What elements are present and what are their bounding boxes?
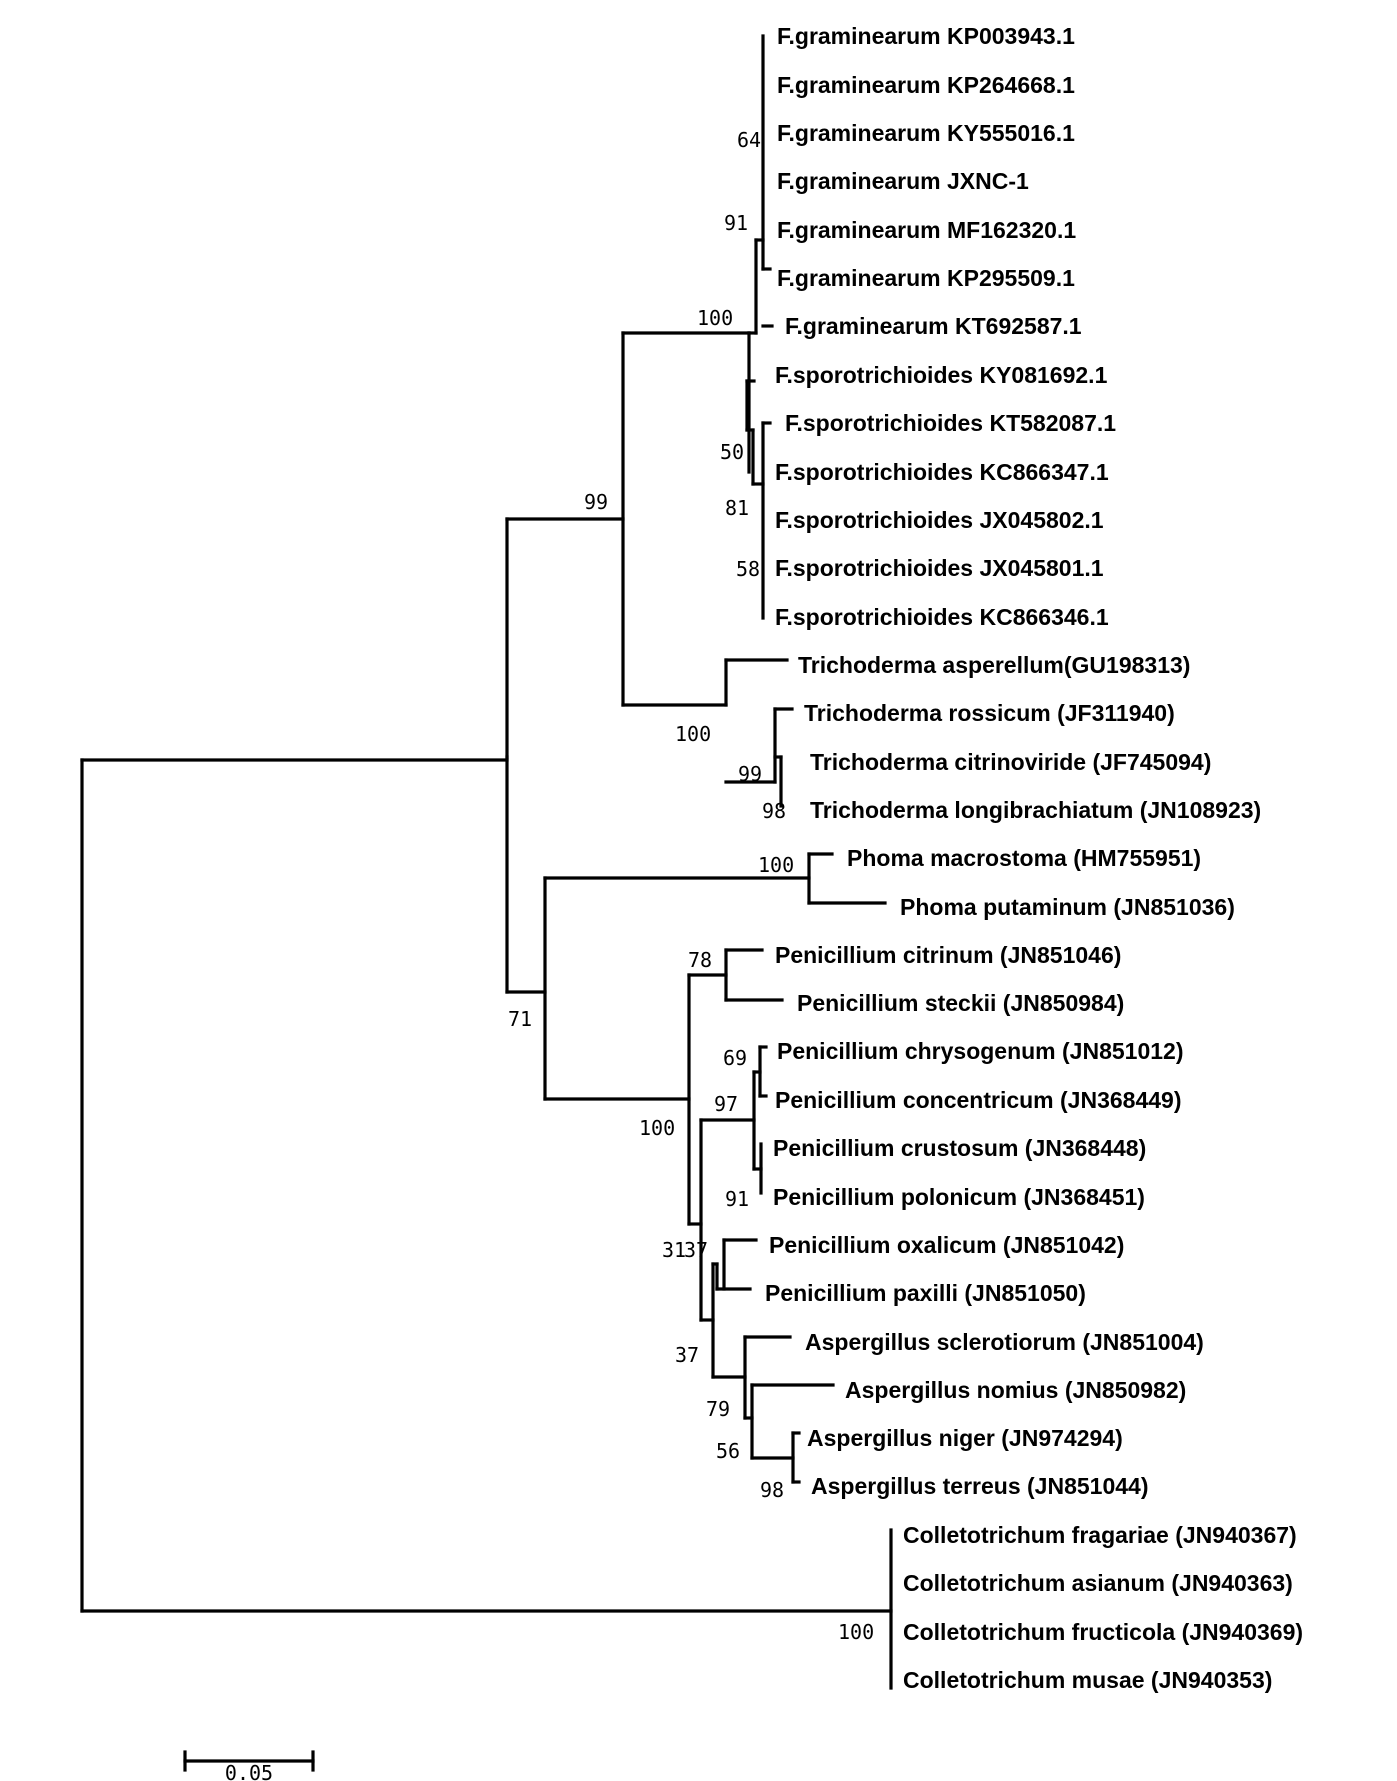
leaf-label: Penicillium citrinum (JN851046)	[775, 942, 1121, 968]
bootstrap-value: 71	[508, 1007, 532, 1031]
bootstrap-value: 91	[725, 1187, 749, 1211]
leaf-label: F.sporotrichioides KC866347.1	[775, 459, 1109, 485]
leaf-label: Penicillium steckii (JN850984)	[797, 990, 1124, 1016]
leaf-label: F.graminearum KP003943.1	[777, 23, 1075, 49]
leaf-label: F.graminearum KP295509.1	[777, 265, 1075, 291]
leaf-label: Penicillium concentricum (JN368449)	[775, 1087, 1182, 1113]
leaf-labels: F.graminearum KP003943.1 F.graminearum K…	[765, 23, 1303, 1693]
leaf-label: Phoma putaminum (JN851036)	[900, 894, 1235, 920]
leaf-label: Colletotrichum asianum (JN940363)	[903, 1570, 1293, 1596]
leaf-label: Colletotrichum fructicola (JN940369)	[903, 1619, 1303, 1645]
bootstrap-value: 91	[724, 211, 748, 235]
leaf-label: Trichoderma longibrachiatum (JN108923)	[810, 797, 1261, 823]
leaf-label: Trichoderma rossicum (JF311940)	[804, 700, 1175, 726]
scale-bar-label: 0.05	[225, 1761, 273, 1781]
bootstrap-values: 64 91 100 50 81 58 99 100 99 98 100 78 6…	[508, 128, 874, 1644]
leaf-label: F.sporotrichioides KC866346.1	[775, 604, 1109, 630]
leaf-label: Colletotrichum musae (JN940353)	[903, 1667, 1272, 1693]
bootstrap-value: 98	[762, 799, 786, 823]
leaf-label: Trichoderma asperellum(GU198313)	[798, 652, 1190, 678]
leaf-label: Penicillium crustosum (JN368448)	[773, 1135, 1146, 1161]
leaf-label: Penicillium chrysogenum (JN851012)	[777, 1038, 1184, 1064]
leaf-label: Penicillium paxilli (JN851050)	[765, 1280, 1086, 1306]
bootstrap-value: 37	[684, 1238, 708, 1262]
leaf-label: Colletotrichum fragariae (JN940367)	[903, 1522, 1297, 1548]
scale-bar: 0.05	[183, 1750, 315, 1781]
leaf-label: F.graminearum KY555016.1	[777, 120, 1075, 146]
bootstrap-value: 81	[725, 496, 749, 520]
bootstrap-value: 79	[706, 1397, 730, 1421]
bootstrap-value: 31	[662, 1238, 686, 1262]
bootstrap-value: 97	[714, 1092, 738, 1116]
bootstrap-value: 56	[716, 1439, 740, 1463]
bootstrap-value: 98	[760, 1478, 784, 1502]
bootstrap-value: 99	[738, 762, 762, 786]
leaf-label: Aspergillus niger (JN974294)	[807, 1425, 1123, 1451]
leaf-label: Phoma macrostoma (HM755951)	[847, 845, 1201, 871]
leaf-label: Trichoderma citrinoviride (JF745094)	[810, 749, 1211, 775]
leaf-label: F.sporotrichioides JX045801.1	[775, 555, 1104, 581]
leaf-label: Aspergillus sclerotiorum (JN851004)	[805, 1329, 1204, 1355]
leaf-label: F.graminearum JXNC-1	[777, 168, 1029, 194]
bootstrap-value: 69	[723, 1046, 747, 1070]
leaf-label: F.graminearum KP264668.1	[777, 72, 1075, 98]
bootstrap-value: 78	[688, 948, 712, 972]
leaf-label: F.sporotrichioides KY081692.1	[775, 362, 1108, 388]
leaf-label: F.graminearum MF162320.1	[777, 217, 1076, 243]
bootstrap-value: 100	[675, 722, 711, 746]
leaf-label: Penicillium polonicum (JN368451)	[773, 1184, 1145, 1210]
leaf-label: F.sporotrichioides KT582087.1	[785, 410, 1116, 436]
bootstrap-value: 64	[737, 128, 761, 152]
bootstrap-value: 100	[639, 1116, 675, 1140]
tree-branches	[80, 34, 893, 1690]
bootstrap-value: 37	[675, 1343, 699, 1367]
bootstrap-value: 50	[720, 440, 744, 464]
leaf-label: F.sporotrichioides JX045802.1	[775, 507, 1104, 533]
bootstrap-value: 99	[584, 490, 608, 514]
bootstrap-value: 100	[697, 306, 733, 330]
bootstrap-value: 100	[758, 853, 794, 877]
leaf-label: Aspergillus nomius (JN850982)	[845, 1377, 1186, 1403]
leaf-label: Penicillium oxalicum (JN851042)	[769, 1232, 1124, 1258]
bootstrap-value: 100	[838, 1620, 874, 1644]
leaf-label: Aspergillus terreus (JN851044)	[811, 1473, 1149, 1499]
leaf-label: F.graminearum KT692587.1	[785, 313, 1082, 339]
bootstrap-value: 58	[736, 557, 760, 581]
